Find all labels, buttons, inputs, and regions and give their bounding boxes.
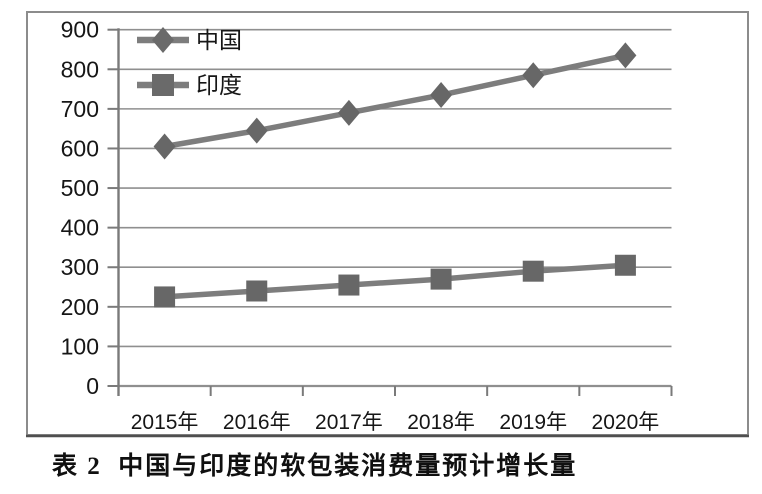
x-tick-label: 2015年 — [131, 411, 199, 434]
x-tick-label: 2020年 — [592, 411, 660, 434]
legend-diamond-icon — [152, 27, 174, 53]
y-tick-label: 0 — [86, 373, 99, 399]
y-tick-label: 700 — [61, 96, 99, 122]
figure-border — [26, 11, 749, 436]
legend-label-china: 中国 — [196, 27, 242, 53]
y-tick-label: 100 — [61, 333, 99, 359]
x-tick-label: 2016年 — [223, 411, 291, 434]
data-point-square — [614, 254, 636, 276]
data-point-diamond — [245, 117, 268, 144]
legend: 中国 印度 — [137, 27, 242, 98]
y-tick-label: 800 — [61, 56, 99, 82]
legend-label-india: 印度 — [196, 72, 242, 98]
x-tick-label: 2019年 — [499, 411, 567, 434]
data-point-square — [522, 260, 544, 282]
series-line-1 — [164, 262, 626, 300]
y-tick-label: 900 — [61, 17, 99, 43]
figure-caption: 表 2 中国与印度的软包装消费量预计增长量 — [52, 453, 578, 480]
data-point-square — [154, 286, 176, 308]
y-tick-label: 300 — [61, 254, 99, 280]
series-line-0 — [164, 52, 626, 150]
x-tick-label: 2018年 — [407, 411, 475, 434]
y-tick-label: 600 — [61, 135, 99, 161]
data-point-diamond — [614, 42, 637, 69]
data-point-square — [246, 280, 268, 302]
y-tick-label: 400 — [61, 215, 99, 241]
y-tick-label: 500 — [61, 175, 99, 201]
data-point-square — [430, 268, 452, 290]
y-tick-label: 200 — [61, 294, 99, 320]
data-point-square — [338, 274, 360, 296]
legend-square-icon — [152, 74, 174, 96]
axes-layer — [107, 28, 673, 396]
data-point-diamond — [522, 62, 545, 89]
axis-labels-layer: 0 100 200 300 400 500 600 700 800 900 2015年 2016年 20… — [61, 17, 660, 434]
data-point-diamond — [153, 133, 176, 160]
data-point-diamond — [430, 82, 453, 109]
series-layer — [153, 42, 637, 308]
x-tick-label: 2017年 — [315, 411, 383, 434]
data-point-diamond — [337, 99, 360, 126]
